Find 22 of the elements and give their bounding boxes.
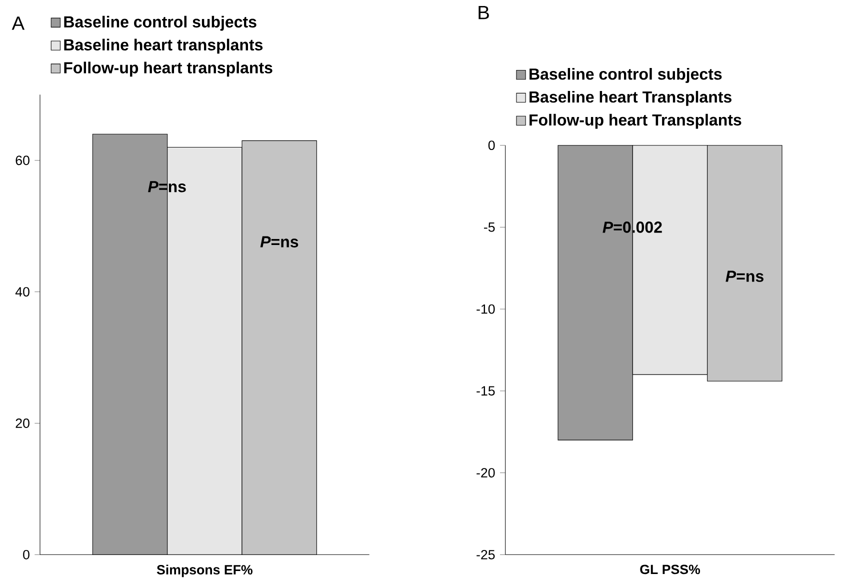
chart-title: B [478,6,489,20]
x-tick-label: Simpsons EF% [156,564,252,578]
y-tick-label: -25 [476,550,495,560]
annotation: P=ns [726,270,764,282]
y-tick-label: -20 [476,468,495,478]
y-tick-label: 60 [16,156,30,166]
annotation: P=ns [260,236,298,248]
y-tick-label: 0 [488,140,495,150]
y-tick-label: -15 [476,386,495,396]
y-tick-label: 20 [16,418,30,428]
y-tick-label: -10 [476,304,495,314]
legend-label: Baseline heart transplants [64,38,263,54]
legend-label: Follow-up heart Transplants [530,114,742,129]
legend-label: Baseline heart Transplants [530,91,732,106]
y-tick-label: 40 [15,287,30,297]
chart-title: A [12,16,25,30]
y-tick-label: 0 [23,550,30,560]
legend-label: Follow-up heart transplants [64,62,272,77]
legend-label: Baseline control subjects [530,68,722,84]
y-tick-label: -5 [484,222,495,232]
x-tick-label: GL PSS% [640,564,700,574]
legend-label: Baseline control subjects [64,16,256,31]
